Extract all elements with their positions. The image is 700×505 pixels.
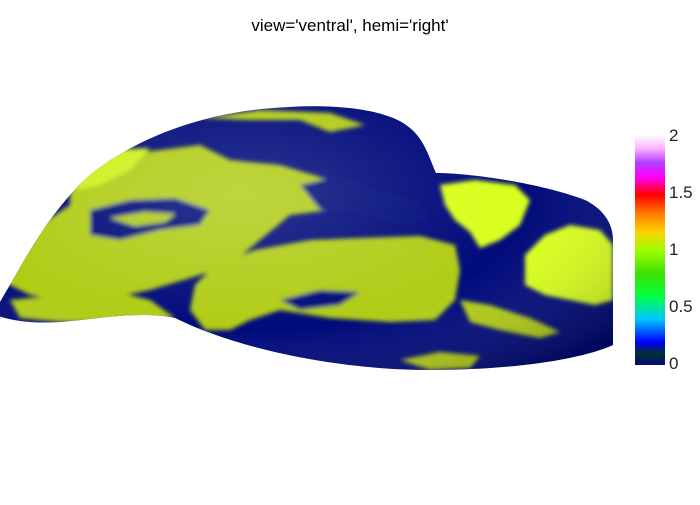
colorbar [635,135,665,365]
colorbar-gradient [635,135,665,365]
colorbar-tick-0: 0 [669,354,679,373]
colorbar-tick-2: 2 [669,126,679,145]
colorbar-tick-1-5: 1.5 [669,183,693,202]
colorbar-tick-0-5: 0.5 [669,297,693,316]
colorbar-tick-1: 1 [669,240,679,259]
surface-shading [0,106,613,371]
plot-title: view='ventral', hemi='right' [251,16,449,35]
